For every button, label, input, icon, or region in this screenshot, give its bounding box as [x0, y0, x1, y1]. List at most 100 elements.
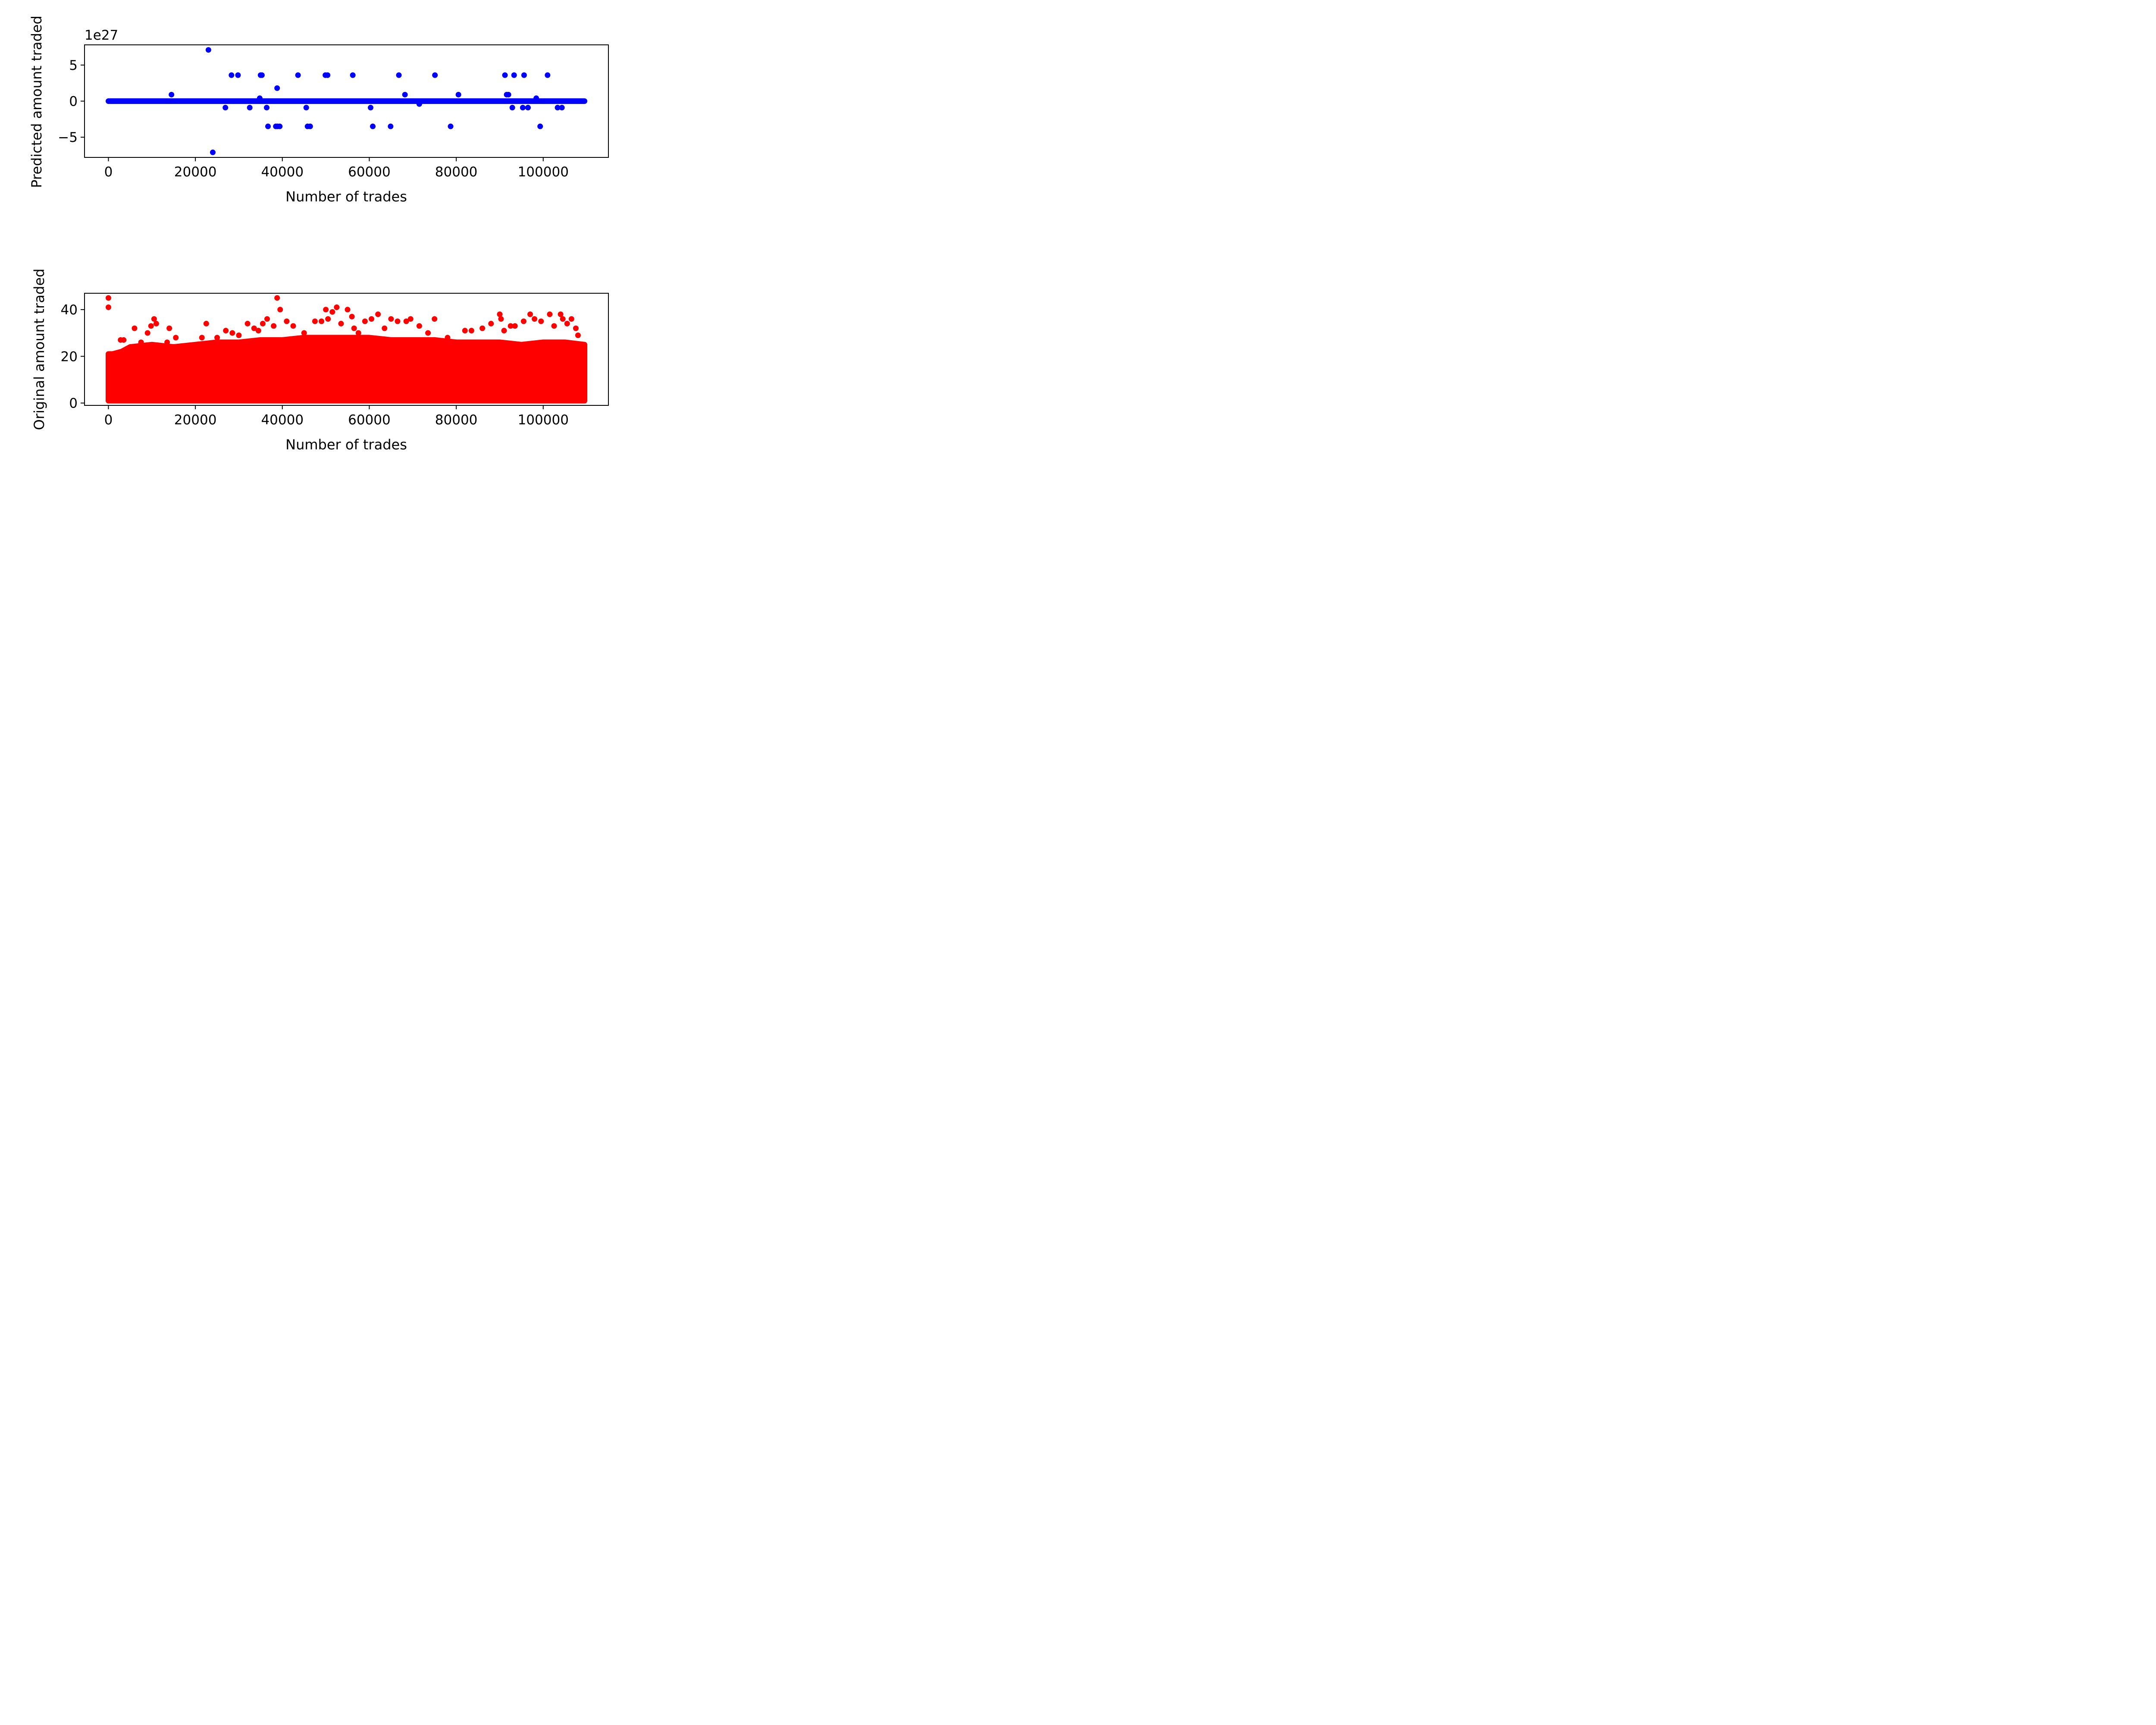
- scatter-point: [555, 105, 561, 111]
- scatter-point: [502, 72, 508, 78]
- scatter-point: [277, 307, 283, 313]
- scatter-point: [527, 311, 533, 317]
- x-tick-label: 40000: [261, 412, 304, 428]
- scatter-point: [416, 323, 422, 329]
- predicted-points: [105, 47, 588, 155]
- scatter-point: [312, 318, 318, 324]
- scatter-point: [148, 323, 154, 329]
- original-y-ticks: 40 20 0: [61, 302, 85, 411]
- scatter-point: [498, 316, 504, 322]
- scatter-point: [388, 123, 394, 129]
- scatter-point: [425, 330, 431, 336]
- x-tick-label: 0: [104, 164, 113, 180]
- scatter-point: [448, 123, 454, 129]
- scatter-point: [382, 325, 388, 331]
- scatter-point: [568, 316, 574, 322]
- scatter-point: [545, 72, 551, 78]
- scatter-point: [521, 72, 527, 78]
- predicted-subplot: 0 20000 40000 60000 80000 100000 5 0 −5 1e27 Nu…: [28, 16, 609, 205]
- scatter-point: [538, 318, 544, 324]
- scatter-point: [105, 304, 111, 310]
- scatter-point: [375, 311, 381, 317]
- predicted-x-axis-label: Number of trades: [285, 188, 407, 205]
- scatter-point: [537, 123, 543, 129]
- scatter-point: [351, 325, 357, 331]
- scatter-point: [388, 316, 394, 322]
- x-tick-label: 20000: [174, 164, 217, 180]
- scatter-point: [138, 339, 144, 345]
- scatter-point: [445, 335, 451, 341]
- scatter-point: [186, 346, 192, 352]
- scatter-point: [362, 318, 368, 324]
- x-tick-label: 60000: [348, 412, 391, 428]
- x-tick-label: 80000: [435, 412, 478, 428]
- scatter-point: [229, 72, 235, 78]
- x-tick-label: 20000: [174, 412, 217, 428]
- scatter-point: [508, 323, 514, 329]
- scatter-point: [403, 318, 409, 324]
- scatter-point: [173, 335, 179, 341]
- scatter-point: [558, 311, 564, 317]
- scatter-point: [547, 311, 553, 317]
- scatter-point: [402, 91, 408, 97]
- scatter-point: [132, 325, 138, 331]
- x-tick-label: 60000: [348, 164, 391, 180]
- predicted-y-ticks: 5 0 −5: [58, 58, 85, 145]
- x-tick-label: 0: [104, 412, 113, 428]
- scatter-point: [284, 318, 290, 324]
- y-tick-label: −5: [58, 130, 78, 145]
- scatter-point: [271, 323, 277, 329]
- scatter-point: [407, 316, 414, 322]
- scatter-point: [396, 72, 402, 78]
- scatter-point: [319, 318, 325, 324]
- scatter-point: [395, 318, 401, 324]
- scatter-point: [264, 316, 270, 322]
- scatter-point: [575, 332, 581, 338]
- scatter-point: [251, 325, 257, 331]
- scatter-point: [222, 105, 229, 111]
- original-subplot: 0 20000 40000 60000 80000 100000 40 20 0 Number…: [31, 269, 609, 452]
- x-tick-label: 40000: [261, 164, 304, 180]
- scatter-point: [203, 320, 209, 326]
- scatter-point: [260, 320, 266, 326]
- y-tick-label: 0: [69, 396, 78, 411]
- scatter-point: [205, 47, 211, 53]
- scatter-point: [349, 314, 355, 320]
- scatter-point: [520, 318, 526, 324]
- scatter-point: [274, 295, 280, 301]
- scatter-point: [325, 316, 331, 322]
- scatter-point: [345, 307, 351, 313]
- scatter-point: [255, 328, 261, 334]
- predicted-y-axis-label: Predicted amount traded: [28, 16, 45, 188]
- scatter-point: [263, 105, 270, 111]
- scatter-point: [438, 339, 444, 345]
- scatter-point: [497, 311, 503, 317]
- x-tick-label: 80000: [435, 164, 478, 180]
- y-tick-label: 5: [69, 58, 78, 73]
- scatter-point: [573, 325, 579, 331]
- scatter-point: [338, 320, 344, 326]
- scatter-point: [169, 91, 175, 97]
- dense-point-region: [105, 335, 588, 404]
- scatter-point: [559, 105, 565, 111]
- scatter-point: [532, 316, 538, 322]
- scatter-point: [370, 123, 376, 129]
- predicted-x-ticks: 0 20000 40000 60000 80000 100000: [104, 157, 569, 180]
- scatter-point: [325, 72, 331, 78]
- scatter-point: [259, 72, 265, 78]
- scatter-point: [210, 149, 216, 155]
- y-tick-label: 0: [69, 94, 78, 110]
- scatter-point: [236, 332, 242, 338]
- scatter-point: [265, 123, 271, 129]
- scatter-point: [455, 91, 461, 97]
- scatter-point: [229, 330, 235, 336]
- x-tick-label: 100000: [518, 412, 569, 428]
- scatter-point: [164, 339, 170, 345]
- scatter-point: [525, 105, 531, 111]
- scatter-point: [551, 323, 557, 329]
- original-x-axis-label: Number of trades: [285, 436, 407, 452]
- scatter-point: [334, 304, 340, 310]
- scatter-point: [153, 320, 159, 326]
- scatter-point: [329, 309, 335, 315]
- scatter-point: [350, 72, 356, 78]
